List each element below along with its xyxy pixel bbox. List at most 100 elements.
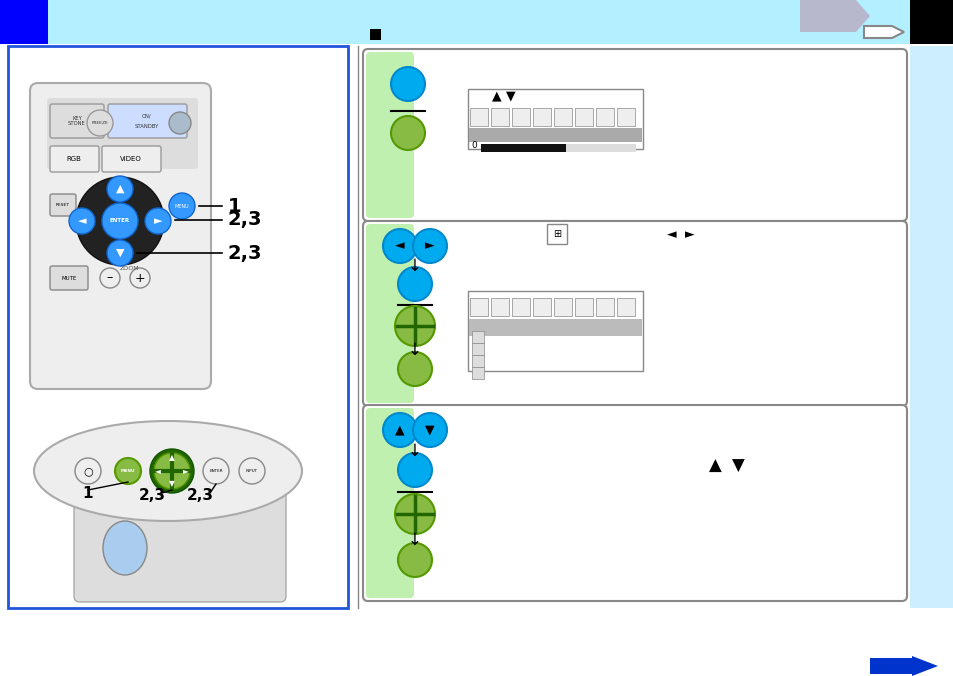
Text: MENU: MENU — [174, 203, 189, 208]
Circle shape — [239, 458, 265, 484]
Circle shape — [102, 203, 138, 239]
Text: ↓: ↓ — [408, 257, 421, 275]
Bar — [370, 56, 410, 214]
Circle shape — [115, 458, 141, 484]
Circle shape — [397, 453, 432, 487]
Circle shape — [391, 116, 424, 150]
Circle shape — [69, 208, 95, 234]
Text: ▼: ▼ — [425, 423, 435, 437]
Circle shape — [395, 494, 435, 534]
Ellipse shape — [103, 521, 147, 575]
Bar — [617, 298, 635, 316]
Bar — [617, 108, 635, 126]
Text: RGB: RGB — [67, 156, 81, 162]
Bar — [469, 319, 641, 336]
Text: ZOOM: ZOOM — [120, 266, 140, 272]
Text: 2,3: 2,3 — [228, 243, 262, 262]
Bar — [596, 298, 614, 316]
Polygon shape — [863, 26, 903, 38]
Circle shape — [130, 268, 150, 288]
Circle shape — [107, 176, 132, 202]
FancyBboxPatch shape — [30, 83, 211, 389]
Bar — [512, 298, 530, 316]
Text: 2,3: 2,3 — [186, 489, 213, 504]
Text: ◄: ◄ — [77, 216, 86, 226]
Text: FREEZE: FREEZE — [91, 121, 109, 125]
FancyBboxPatch shape — [366, 408, 414, 598]
Circle shape — [391, 67, 424, 101]
Bar — [472, 343, 483, 355]
FancyBboxPatch shape — [50, 194, 76, 216]
Text: ↓: ↓ — [408, 341, 421, 359]
Circle shape — [203, 458, 229, 484]
Text: ○: ○ — [83, 466, 92, 476]
Text: KEY
STONE: KEY STONE — [68, 116, 86, 126]
Text: RESET: RESET — [56, 203, 70, 207]
FancyBboxPatch shape — [363, 405, 906, 601]
Bar — [554, 298, 572, 316]
Bar — [575, 108, 593, 126]
Text: STANDBY: STANDBY — [134, 124, 159, 128]
Circle shape — [413, 413, 447, 447]
Text: ►: ► — [425, 239, 435, 253]
Bar — [8, 46, 348, 608]
Text: ↓: ↓ — [408, 442, 421, 460]
Text: VIDEO: VIDEO — [120, 156, 142, 162]
Text: ►: ► — [684, 228, 694, 241]
Text: –: – — [107, 272, 113, 285]
Circle shape — [76, 177, 164, 265]
Circle shape — [145, 208, 171, 234]
Polygon shape — [869, 656, 937, 676]
Text: MUTE: MUTE — [61, 276, 76, 281]
Circle shape — [395, 306, 435, 346]
Circle shape — [153, 453, 190, 489]
Circle shape — [397, 267, 432, 301]
Circle shape — [150, 449, 193, 493]
Bar — [596, 108, 614, 126]
Text: ▲: ▲ — [492, 89, 501, 103]
Bar — [909, 0, 953, 44]
Text: ▲: ▲ — [169, 454, 174, 462]
Bar — [575, 298, 593, 316]
Circle shape — [382, 413, 416, 447]
Bar — [546, 224, 566, 244]
Circle shape — [169, 112, 191, 134]
FancyBboxPatch shape — [50, 146, 99, 172]
FancyBboxPatch shape — [108, 104, 187, 138]
Bar — [370, 228, 410, 399]
Text: 0: 0 — [471, 141, 476, 151]
Circle shape — [397, 352, 432, 386]
FancyBboxPatch shape — [366, 52, 414, 218]
Circle shape — [107, 240, 132, 266]
Text: ▼: ▼ — [506, 89, 516, 103]
Circle shape — [382, 229, 416, 263]
Text: ↓: ↓ — [408, 531, 421, 549]
Bar — [470, 108, 488, 126]
Text: 1: 1 — [228, 197, 241, 216]
FancyBboxPatch shape — [47, 98, 198, 169]
FancyBboxPatch shape — [102, 146, 161, 172]
Ellipse shape — [34, 421, 302, 521]
Text: ▼: ▼ — [169, 479, 174, 489]
Circle shape — [169, 193, 194, 219]
Bar — [469, 128, 641, 142]
Bar — [491, 108, 509, 126]
Text: ►: ► — [183, 466, 189, 475]
Bar — [470, 298, 488, 316]
Bar — [472, 331, 483, 343]
Text: ENTER: ENTER — [110, 218, 130, 224]
Text: INPUT: INPUT — [246, 469, 258, 473]
Text: 2,3: 2,3 — [228, 210, 262, 229]
Text: ON/: ON/ — [142, 114, 152, 118]
Bar — [533, 298, 551, 316]
Text: ▼: ▼ — [731, 457, 743, 475]
Bar — [533, 108, 551, 126]
Circle shape — [413, 229, 447, 263]
Polygon shape — [800, 0, 869, 32]
Text: ►: ► — [153, 216, 162, 226]
Text: ◄: ◄ — [666, 228, 676, 241]
FancyBboxPatch shape — [363, 49, 906, 221]
FancyBboxPatch shape — [74, 478, 286, 602]
Bar — [491, 298, 509, 316]
FancyBboxPatch shape — [366, 224, 414, 403]
